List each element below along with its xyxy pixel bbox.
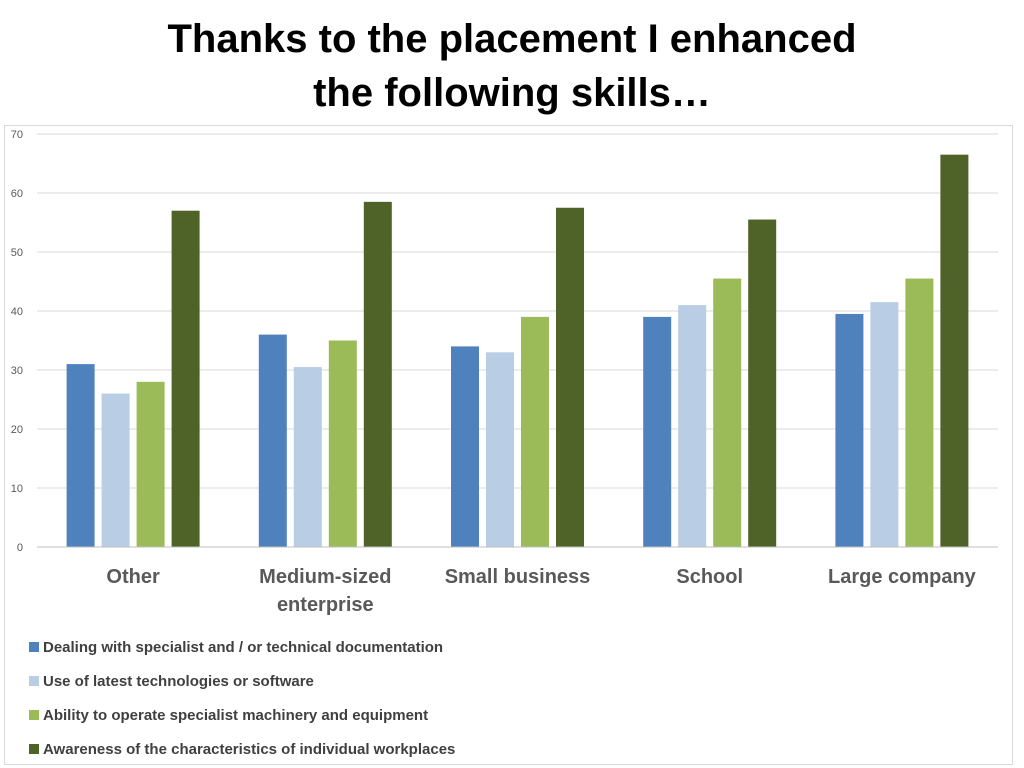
bar (521, 316, 549, 547)
y-tick-label: 10 (11, 483, 23, 495)
legend-swatch (29, 744, 39, 754)
x-tick-label: Medium-sized (259, 566, 391, 588)
x-tick-label: Other (106, 566, 160, 588)
legend-label: Ability to operate specialist machinery … (43, 706, 429, 724)
legend-swatch (29, 710, 39, 720)
y-tick-label: 0 (17, 542, 23, 554)
legend-label: Awareness of the characteristics of indi… (43, 740, 456, 758)
bar (328, 340, 357, 547)
y-tick-label: 30 (11, 365, 23, 377)
bar (451, 346, 479, 547)
bar (835, 313, 864, 547)
bar (940, 154, 969, 547)
bar (713, 278, 742, 547)
y-tick-label: 70 (11, 129, 23, 141)
bar (136, 381, 165, 547)
bar (101, 393, 130, 547)
bar (293, 367, 322, 547)
bar (171, 210, 200, 547)
legend-item: Dealing with specialist and / or technic… (29, 630, 455, 664)
bar (678, 305, 707, 547)
bar (486, 352, 514, 547)
chart-area: 0 10 20 30 40 50 60 70 Other Medium-sized enterpri… (4, 125, 1013, 765)
legend-item: Use of latest technologies or software (29, 664, 455, 698)
legend-swatch (29, 676, 39, 686)
legend-swatch (29, 642, 39, 652)
bar (643, 316, 672, 547)
bar (556, 207, 584, 547)
bar (748, 219, 777, 548)
y-tick-label: 60 (11, 188, 23, 200)
y-tick-label: 20 (11, 424, 23, 436)
legend: Dealing with specialist and / or technic… (29, 630, 455, 766)
bar-chart: 0 10 20 30 40 50 60 70 Other Medium-sized enterpri… (11, 129, 998, 616)
legend-label: Dealing with specialist and / or technic… (43, 638, 444, 656)
chart-title: Thanks to the placement I enhanced the f… (0, 12, 1024, 120)
x-tick-label: Small business (445, 566, 591, 588)
chart-title-line-1: Thanks to the placement I enhanced (167, 17, 857, 61)
bar (258, 334, 287, 547)
y-tick-label: 40 (11, 306, 23, 318)
x-tick-label: School (676, 566, 743, 588)
bar (870, 302, 899, 547)
bar (66, 364, 95, 547)
bar (363, 201, 392, 547)
x-tick-label: Large company (828, 566, 977, 588)
x-tick-label: enterprise (277, 594, 374, 616)
bar (905, 278, 934, 547)
legend-label: Use of latest technologies or software (43, 672, 314, 690)
legend-item: Awareness of the characteristics of indi… (29, 732, 455, 766)
chart-title-line-2: the following skills… (313, 71, 711, 115)
y-tick-label: 50 (11, 247, 23, 259)
legend-item: Ability to operate specialist machinery … (29, 698, 455, 732)
